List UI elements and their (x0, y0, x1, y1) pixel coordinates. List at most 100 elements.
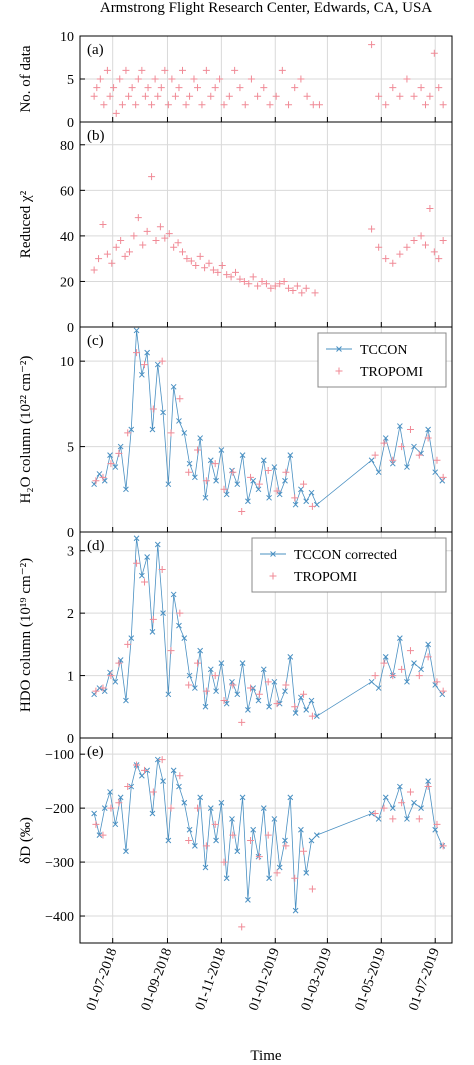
data-point-tropomi (426, 205, 434, 213)
data-point-tropomi (303, 92, 311, 100)
data-point-tropomi (300, 847, 308, 855)
data-point-tropomi (194, 659, 202, 667)
data-point-tropomi (164, 101, 172, 109)
panel-label: (a) (87, 42, 104, 58)
x-axis-label: Time (250, 1048, 281, 1064)
data-point-tropomi (410, 92, 418, 100)
y-tick-label: 20 (60, 275, 74, 290)
data-point-tccon (234, 691, 241, 698)
data-point-tccon (397, 783, 403, 790)
data-point-tropomi (106, 92, 114, 100)
data-point-tccon (176, 622, 182, 629)
data-point-tropomi (99, 473, 107, 481)
data-point-tropomi (300, 690, 308, 698)
data-point-tccon (308, 837, 315, 844)
data-point-tropomi (241, 101, 249, 109)
data-point-tccon (112, 821, 119, 828)
data-point-tropomi (273, 487, 281, 495)
data-point-tccon (404, 816, 410, 822)
data-point-tropomi (285, 284, 293, 292)
data-point-tropomi (371, 810, 379, 818)
data-point-tccon (149, 426, 156, 433)
data-point-tropomi (134, 214, 142, 222)
panel-2: 0 20 40 60 80 (b) Reduced χ² (18, 121, 453, 336)
data-point-tropomi (426, 92, 434, 100)
y-tick-label: −300 (45, 856, 74, 871)
data-point-tropomi (185, 837, 193, 844)
data-point-tropomi (112, 243, 120, 251)
data-point-tropomi (170, 243, 178, 251)
data-point-tropomi (211, 672, 219, 680)
data-point-tccon (260, 805, 267, 811)
data-point-tropomi (183, 255, 191, 263)
y-tick-label: 40 (60, 230, 74, 245)
data-point-tccon (229, 816, 235, 822)
data-point-tccon (123, 697, 129, 704)
data-point-tropomi (176, 772, 184, 780)
data-point-tropomi (107, 672, 115, 680)
series-line-tccon (93, 538, 443, 717)
data-point-tccon (197, 794, 204, 801)
data-point-tccon (239, 660, 246, 666)
data-point-tropomi (185, 468, 193, 476)
legend-box (251, 537, 447, 593)
data-point-tropomi (92, 820, 100, 828)
y-tick-label: 80 (60, 139, 74, 154)
plot-frame (79, 737, 453, 944)
data-point-tccon (266, 703, 272, 710)
data-point-tccon (271, 678, 278, 685)
data-point-tropomi (232, 268, 240, 276)
plot-frame (79, 121, 453, 328)
data-point-tccon (425, 426, 431, 433)
data-point-tccon (123, 486, 129, 493)
data-point-tropomi (158, 565, 166, 573)
data-point-tccon (176, 783, 182, 790)
data-point-tccon (207, 666, 214, 673)
data-point-tccon (213, 837, 219, 844)
data-point-tropomi (138, 66, 146, 74)
data-point-tropomi (389, 84, 397, 92)
legend: TCCON corrected TROPOMI (251, 537, 447, 593)
data-point-tropomi (167, 429, 175, 437)
data-point-tccon (239, 794, 246, 801)
data-point-tccon (425, 641, 431, 648)
data-point-tropomi (389, 259, 397, 267)
data-point-tropomi (371, 451, 379, 459)
data-point-tropomi (236, 84, 244, 92)
data-point-tropomi (96, 75, 104, 83)
data-point-tropomi (176, 395, 184, 403)
data-point-tropomi (255, 480, 263, 488)
data-point-tropomi (406, 788, 414, 796)
data-point-tropomi (151, 75, 159, 83)
data-point-tropomi (264, 467, 272, 474)
legend-label-tropomi: TROPOMI (360, 365, 423, 380)
legend-label-tccon: TCCON corrected (294, 548, 397, 563)
data-point-tccon (432, 469, 439, 476)
data-point-tropomi (121, 252, 129, 260)
y-tick-label: 10 (60, 30, 74, 45)
data-point-tropomi (403, 243, 411, 251)
data-point-tccon (165, 691, 172, 698)
data-point-tropomi (403, 75, 411, 83)
data-point-tropomi (158, 756, 166, 764)
data-point-tropomi (202, 477, 210, 485)
panel-label: (c) (87, 333, 104, 349)
data-point-tropomi (158, 357, 166, 365)
data-point-tccon (397, 635, 403, 641)
data-point-tccon (213, 477, 219, 484)
data-point-tropomi (141, 766, 149, 774)
data-point-tccon (255, 697, 262, 704)
data-point-tropomi (415, 672, 423, 680)
data-point-tccon (282, 688, 288, 695)
data-point-tropomi (220, 858, 228, 866)
data-point-tropomi (249, 273, 257, 281)
data-point-tccon (160, 610, 166, 617)
data-point-tccon (149, 810, 156, 817)
data-point-tropomi (152, 236, 160, 244)
data-point-tropomi (148, 101, 156, 109)
data-point-tropomi (421, 101, 429, 109)
data-point-tccon (128, 783, 135, 790)
data-point-tropomi (227, 273, 235, 281)
y-tick-label: 2 (67, 607, 74, 622)
data-point-tropomi (112, 109, 120, 117)
